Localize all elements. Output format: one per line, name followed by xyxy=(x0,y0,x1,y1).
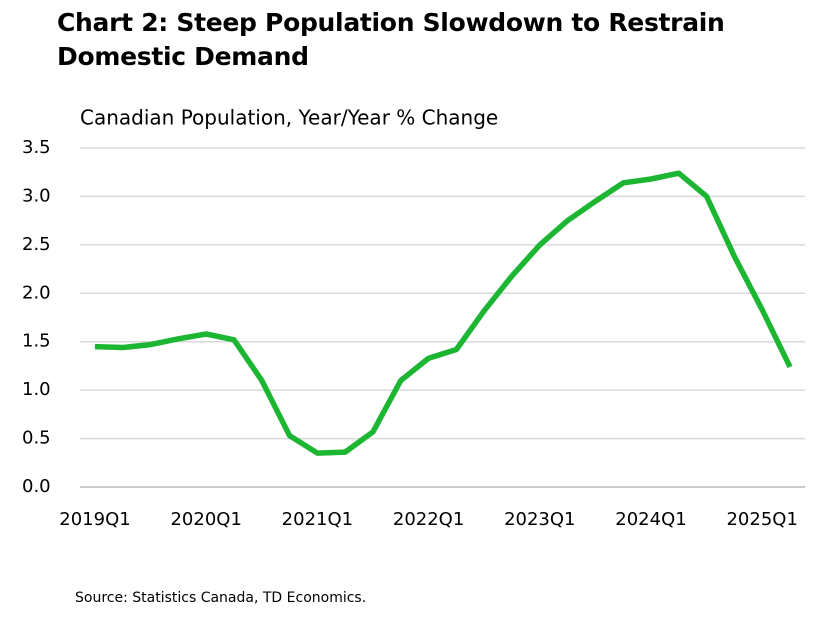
chart-title: Chart 2: Steep Population Slowdown to Re… xyxy=(57,8,725,71)
chart-subtitle: Canadian Population, Year/Year % Change xyxy=(80,106,498,130)
x-tick-label: 2024Q1 xyxy=(615,509,686,530)
x-tick-label: 2023Q1 xyxy=(504,509,575,530)
y-tick-label: 0.0 xyxy=(22,476,51,497)
x-tick-label: 2020Q1 xyxy=(170,509,241,530)
source-note: Source: Statistics Canada, TD Economics. xyxy=(75,590,366,606)
y-tick-label: 3.0 xyxy=(22,185,51,206)
y-tick-label: 2.5 xyxy=(22,234,51,255)
x-tick-label: 2022Q1 xyxy=(393,509,464,530)
x-tick-label: 2021Q1 xyxy=(282,509,353,530)
y-tick-label: 0.5 xyxy=(22,428,51,449)
x-tick-label: 2025Q1 xyxy=(726,509,797,530)
y-tick-label: 1.0 xyxy=(22,379,51,400)
data-line xyxy=(94,170,793,456)
y-tick-label: 2.0 xyxy=(22,282,51,303)
y-tick-label: 3.5 xyxy=(22,137,51,158)
y-tick-label: 1.5 xyxy=(22,331,51,352)
x-tick-label: 2019Q1 xyxy=(59,509,130,530)
